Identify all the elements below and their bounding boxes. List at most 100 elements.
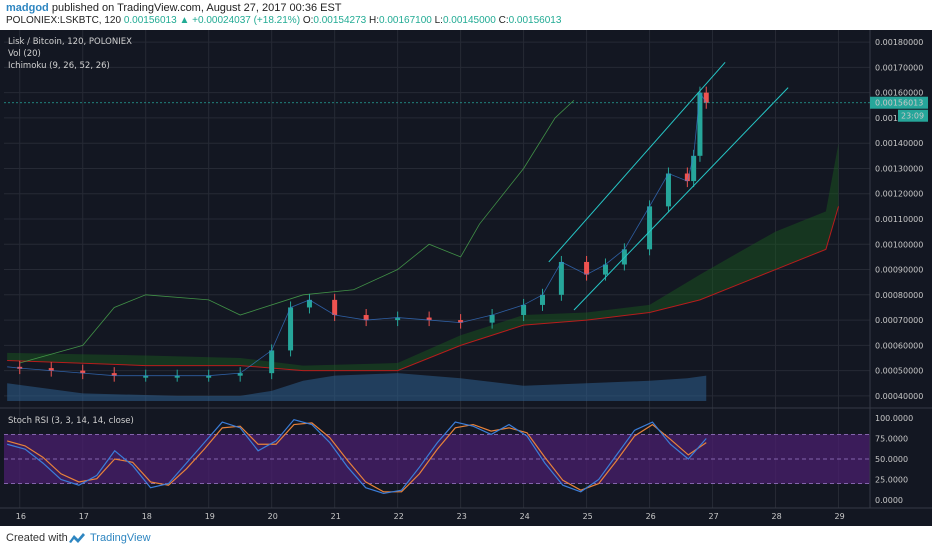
- author-link[interactable]: madgod: [6, 2, 49, 14]
- open-label: O:: [302, 15, 314, 26]
- x-tick-label: 28: [772, 512, 782, 521]
- legend-ichimoku: Ichimoku (9, 26, 52, 26): [8, 61, 110, 71]
- x-tick-label: 17: [79, 512, 89, 521]
- channel-upper-line: [548, 61, 726, 263]
- last-price: 0.00156013: [123, 15, 177, 26]
- candle-body: [684, 173, 690, 182]
- candle-body: [395, 317, 401, 321]
- close-label: C:: [498, 15, 509, 26]
- conversion-line: [7, 91, 707, 377]
- countdown-label: 23:09: [901, 112, 924, 121]
- legend-title: Lisk / Bitcoin, 120, POLONIEX: [8, 37, 132, 47]
- candle-body: [48, 368, 54, 371]
- chart-area[interactable]: 0.001800000.001700000.001600000.00150000…: [0, 30, 932, 526]
- candle-body: [306, 299, 312, 308]
- lagging-span-line: [19, 99, 575, 364]
- high-label: H:: [369, 15, 379, 26]
- candle-body: [363, 315, 369, 321]
- candle-body: [332, 299, 338, 316]
- published-text: published on TradingView.com, August 27,…: [51, 2, 342, 14]
- y-tick-label: 0.00180000: [875, 38, 923, 47]
- x-tick-label: 24: [520, 512, 530, 521]
- legend-stoch-rsi: Stoch RSI (3, 3, 14, 14, close): [8, 416, 134, 426]
- open-value: 0.00154273: [313, 15, 367, 26]
- y-tick-label: 0.00080000: [875, 291, 923, 300]
- candle-body: [288, 307, 294, 351]
- low-value: 0.00145000: [442, 15, 496, 26]
- legend-vol: Vol (20): [8, 49, 41, 59]
- x-tick-label: 18: [142, 512, 152, 521]
- rsi-tick-label: 50.0000: [875, 455, 908, 464]
- y-tick-label: 0.00110000: [875, 215, 923, 224]
- chart-svg[interactable]: 0.001800000.001700000.001600000.00150000…: [0, 30, 932, 526]
- created-with-text: Created with: [6, 532, 68, 544]
- candle-body: [269, 350, 275, 374]
- candle-body: [489, 315, 495, 323]
- y-tick-label: 0.00040000: [875, 392, 923, 401]
- y-tick-label: 0.00090000: [875, 266, 923, 275]
- candle-body: [458, 320, 464, 323]
- symbol-text: POLONIEX:LSKBTC, 120: [6, 15, 122, 26]
- y-tick-label: 0.00140000: [875, 139, 923, 148]
- candle-body: [602, 264, 608, 275]
- rsi-tick-label: 75.0000: [875, 435, 908, 444]
- stoch-d-line: [6, 422, 707, 493]
- tradingview-logo-icon: [69, 533, 85, 543]
- candle-body: [426, 317, 432, 321]
- candle-body: [691, 155, 697, 182]
- publish-header: madgod published on TradingView.com, Aug…: [0, 0, 932, 30]
- candles: [7, 86, 709, 382]
- rsi-tick-label: 100.0000: [875, 414, 913, 423]
- x-tick-label: 27: [709, 512, 719, 521]
- candle-body: [703, 92, 709, 103]
- low-label: L:: [434, 15, 443, 26]
- y-tick-label: 0.00050000: [875, 367, 923, 376]
- candle-body: [143, 375, 149, 378]
- candle-body: [647, 206, 653, 250]
- candle-body: [558, 261, 564, 295]
- rsi-tick-label: 25.0000: [875, 476, 908, 485]
- y-tick-label: 0.00170000: [875, 63, 923, 72]
- y-tick-label: 0.00070000: [875, 316, 923, 325]
- candle-body: [237, 373, 243, 376]
- candle-body: [111, 373, 117, 376]
- x-tick-label: 23: [457, 512, 467, 521]
- y-tick-label: 0.00130000: [875, 164, 923, 173]
- close-value: 0.00156013: [508, 15, 562, 26]
- candle-body: [206, 375, 212, 378]
- channel-lower-line: [573, 87, 789, 311]
- tradingview-brand-link[interactable]: TradingView: [90, 532, 151, 544]
- candle-body: [584, 261, 590, 275]
- y-tick-label: 0.00100000: [875, 240, 923, 249]
- last-price-tag: [870, 96, 928, 109]
- up-arrow-icon: ▲: [179, 15, 190, 26]
- candle-body: [665, 173, 671, 207]
- x-tick-label: 25: [583, 512, 593, 521]
- candle-body: [539, 294, 545, 305]
- x-tick-label: 22: [394, 512, 404, 521]
- candle-body: [621, 249, 627, 265]
- x-tick-label: 20: [268, 512, 278, 521]
- x-tick-label: 21: [331, 512, 341, 521]
- volume-area: [7, 373, 707, 401]
- stoch-rsi-pane: [4, 418, 870, 495]
- candle-body: [521, 304, 527, 316]
- y-tick-label: 0.00120000: [875, 190, 923, 199]
- candle-body: [697, 92, 703, 156]
- candle-body: [80, 370, 86, 374]
- trend-channel: [548, 61, 789, 311]
- candle-body: [174, 375, 180, 378]
- volume-area-shape: [7, 373, 707, 401]
- rsi-tick-label: 0.0000: [875, 496, 903, 505]
- footer: Created with TradingView: [0, 528, 932, 550]
- y-tick-label: 0.00160000: [875, 89, 923, 98]
- stoch-k-line: [6, 418, 707, 495]
- x-tick-label: 26: [646, 512, 656, 521]
- senkou-b-line: [7, 206, 839, 372]
- x-tick-label: 19: [205, 512, 215, 521]
- x-tick-label: 16: [16, 512, 26, 521]
- axes: 0.001800000.001700000.001600000.00150000…: [0, 30, 932, 526]
- x-tick-label: 29: [835, 512, 845, 521]
- y-tick-label: 0.00060000: [875, 341, 923, 350]
- ichimoku-cloud: [7, 143, 839, 371]
